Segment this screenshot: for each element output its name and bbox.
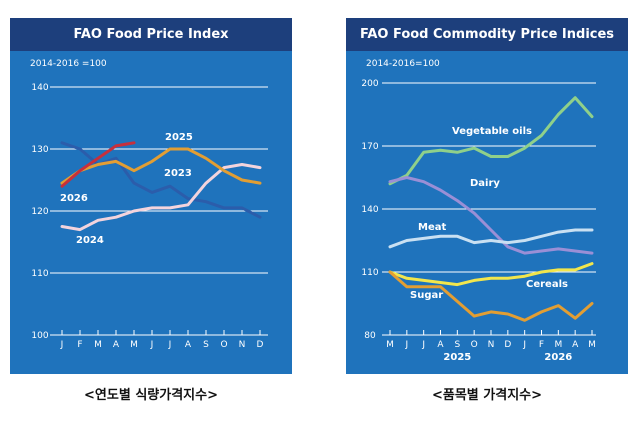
y-tick-label: 120 (31, 207, 48, 217)
x-tick-label: A (113, 340, 120, 350)
caption-yearly: <연도별 식량가격지수> (84, 388, 218, 403)
x-tick-label: A (437, 340, 444, 350)
x-tick-label: A (572, 340, 579, 350)
x-tick-label: J (421, 340, 425, 350)
chart-panel-commodity: FAO Food Commodity Price Indices 2014-20… (346, 18, 628, 374)
x-tick-label: J (405, 340, 409, 350)
series-line-2024 (60, 163, 262, 232)
x-tick-label: N (239, 340, 246, 350)
series-label: Dairy (470, 178, 500, 189)
series-line-meat (388, 228, 594, 249)
x-tick-label: A (185, 340, 192, 350)
year-label: 2026 (544, 352, 572, 363)
unit-note: 2014-2016 =100 (30, 59, 107, 69)
series-line-2026 (60, 141, 136, 188)
x-tick-label: F (77, 340, 82, 350)
x-tick-label: S (203, 340, 209, 350)
series-label: 2023 (164, 168, 192, 179)
x-tick-label: M (130, 340, 138, 350)
caption-commodity: <품목별 가격지수> (431, 388, 543, 403)
x-tick-label: N (488, 340, 495, 350)
series-label: 2024 (76, 235, 104, 246)
unit-note: 2014-2016=100 (366, 59, 440, 69)
y-tick-label: 200 (361, 79, 378, 89)
y-tick-label: 80 (364, 331, 376, 341)
y-tick-label: 140 (361, 205, 378, 215)
series-label: Meat (418, 222, 446, 233)
series-line-dairy (388, 176, 594, 255)
series-label: Cereals (526, 279, 568, 290)
x-tick-label: S (454, 340, 460, 350)
x-tick-label: O (220, 340, 227, 350)
y-tick-label: 130 (31, 145, 48, 155)
x-tick-label: D (257, 340, 264, 350)
chart-title: FAO Food Price Index (10, 18, 292, 51)
x-tick-label: O (471, 340, 478, 350)
y-tick-label: 110 (361, 268, 378, 278)
x-tick-label: M (386, 340, 394, 350)
series-line-sugar (388, 270, 594, 322)
year-label: 2025 (443, 352, 471, 363)
x-tick-label: M (554, 340, 562, 350)
y-tick-label: 100 (31, 331, 48, 341)
x-tick-label: J (60, 340, 64, 350)
y-tick-label: 110 (31, 269, 48, 279)
series-line-2025 (60, 147, 262, 185)
x-tick-label: M (94, 340, 102, 350)
x-tick-label: M (588, 340, 596, 350)
x-tick-label: F (539, 340, 544, 350)
series-label: 2026 (60, 193, 88, 204)
y-tick-label: 170 (361, 142, 378, 152)
y-tick-label: 140 (31, 83, 48, 93)
chart-panel-yearly: FAO Food Price Index 2014-2016 =100 100 1… (10, 18, 292, 374)
x-tick-label: J (150, 340, 154, 350)
series-label: Sugar (410, 290, 443, 301)
x-tick-label: J (522, 340, 526, 350)
series-label: 2025 (165, 132, 193, 143)
chart-title: FAO Food Commodity Price Indices (346, 18, 628, 51)
x-tick-label: D (504, 340, 511, 350)
x-tick-label: J (168, 340, 172, 350)
series-line-cereals (388, 262, 594, 287)
series-line-vegetable-oils (388, 96, 594, 186)
series-label: Vegetable oils (452, 126, 532, 137)
